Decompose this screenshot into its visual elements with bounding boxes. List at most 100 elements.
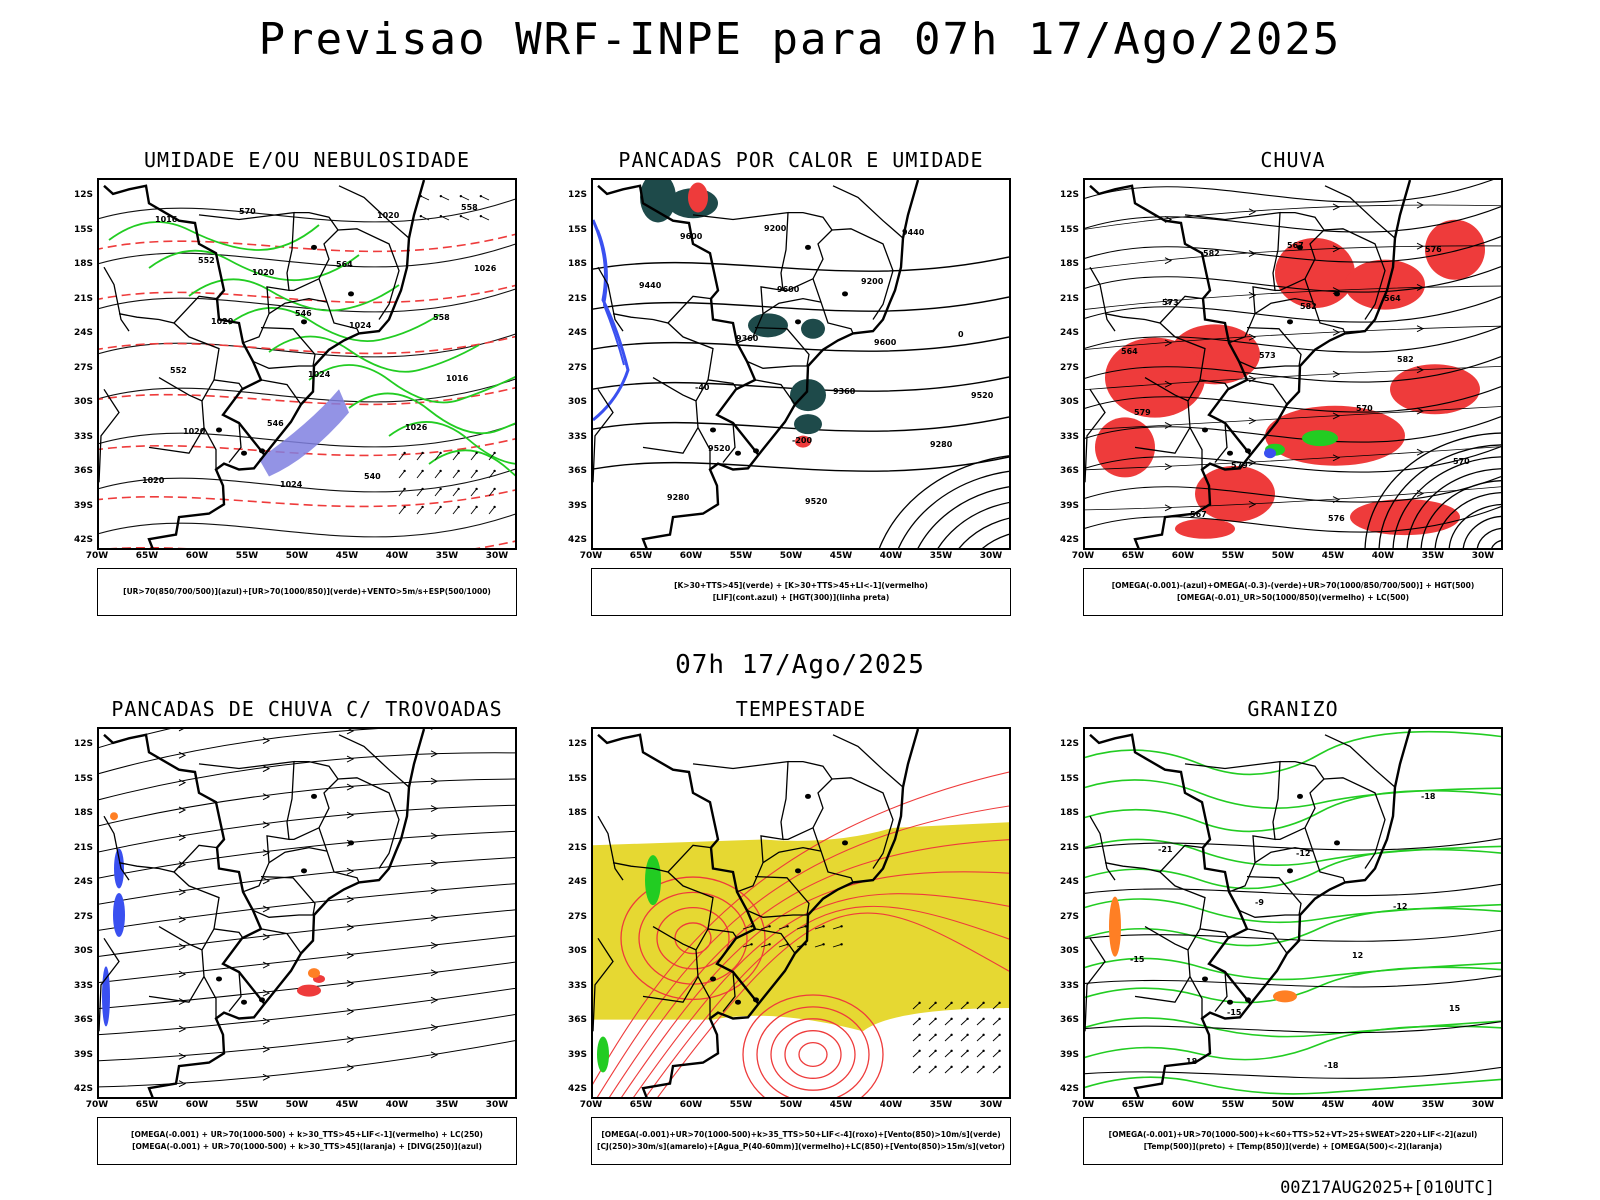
lon-tick-label: 65W	[135, 1100, 159, 1110]
legend-line: [OMEGA(-0.001) + UR>70(1000-500) + k>30_…	[131, 1130, 483, 1139]
lat-tick-label: 12S	[1059, 739, 1079, 749]
lon-tick-label: 30W	[485, 1100, 509, 1110]
lon-tick-label: 30W	[979, 1100, 1003, 1110]
lon-tick-label: 50W	[779, 551, 803, 561]
contour-label: 576	[1328, 514, 1345, 523]
lon-tick-label: 35W	[1421, 1100, 1445, 1110]
lon-tick-label: 50W	[1271, 1100, 1295, 1110]
lon-tick-label: 70W	[85, 551, 109, 561]
lon-tick-label: 55W	[235, 1100, 259, 1110]
lat-tick-label: 12S	[73, 190, 93, 200]
contour-label: 9200	[861, 277, 884, 286]
map-panel-p3: 582 582 582 579 579 576 576 573 573 570 570 567 567 5…	[1083, 178, 1503, 550]
contour-label: 1026	[474, 264, 497, 273]
lat-tick-label: 27S	[567, 911, 587, 922]
lon-tick-label: 55W	[729, 551, 753, 561]
lat-tick-label: 33S	[73, 980, 93, 991]
lat-tick-label: 24S	[567, 877, 587, 887]
lat-tick-label: 21S	[73, 293, 93, 304]
contour-label: 9360	[833, 387, 856, 396]
lon-tick-label: 45W	[335, 1100, 359, 1110]
legend-box-p3: [OMEGA(-0.001)-(azul)+OMEGA(-0.3)-(verde…	[1083, 568, 1503, 616]
contour-label: 9600	[874, 338, 897, 347]
lat-tick-label: 24S	[73, 877, 93, 887]
lat-tick-label: 18S	[567, 808, 587, 818]
contour-label: 1024	[349, 321, 372, 330]
contour-label: 1020	[377, 211, 400, 220]
contour-label: -9	[1255, 898, 1264, 907]
contour-label: 0	[958, 330, 964, 339]
lat-tick-label: 42S	[567, 1084, 587, 1094]
lat-tick-label: 42S	[73, 535, 93, 545]
legend-line: [UR>70(850/700/500)](azul)+[UR>70(1000/8…	[123, 587, 491, 596]
contour-label: 552	[170, 366, 187, 375]
lon-tick-label: 55W	[235, 551, 259, 561]
contour-label: 1026	[405, 423, 428, 432]
contour-label: 1016	[155, 215, 178, 224]
contour-label: 15	[1449, 1004, 1461, 1013]
lat-tick-label: 15S	[73, 224, 93, 235]
legend-line: [OMEGA(-0.001)+UR>70(1000-500)+k>35_TTS>…	[601, 1130, 1001, 1139]
legend-line: [Temp(500)](preto) + [Temp(850)](verde) …	[1143, 1142, 1443, 1151]
map-panel-p2: 9600 9600 9600 9520 9520 9520 9440 9440 9360 9360…	[591, 178, 1011, 550]
contour-label: 570	[1453, 457, 1470, 466]
legend-box-p6: [OMEGA(-0.001)+UR>70(1000-500)+k<60+TTS>…	[1083, 1117, 1503, 1165]
lon-tick-label: 60W	[185, 551, 209, 561]
lat-tick-label: 33S	[567, 980, 587, 991]
lat-tick-label: 42S	[567, 535, 587, 545]
lat-tick-label: 12S	[1059, 190, 1079, 200]
lat-tick-label: 33S	[1059, 431, 1079, 442]
contour-label: 12	[1352, 951, 1363, 960]
lat-tick-label: 21S	[1059, 842, 1079, 853]
legend-line: [OMEGA(-0.001)+UR>70(1000-500)+k<60+TTS>…	[1108, 1130, 1478, 1139]
contour-label: 9200	[764, 224, 787, 233]
contour-label: 579	[1134, 408, 1151, 417]
lat-tick-label: 30S	[73, 397, 93, 407]
lon-tick-label: 45W	[829, 551, 853, 561]
lat-tick-label: 42S	[1059, 535, 1079, 545]
lat-tick-label: 36S	[73, 1015, 93, 1025]
lon-tick-label: 55W	[729, 1100, 753, 1110]
lat-tick-label: 24S	[73, 328, 93, 338]
lon-tick-label: 65W	[1121, 1100, 1145, 1110]
contour-label: 564	[1384, 294, 1401, 303]
lat-tick-label: 39S	[567, 1049, 587, 1060]
map-canvas	[99, 729, 515, 1097]
map-canvas: 9600 9600 9600 9520 9520 9520 9440 9440 9360 9360…	[593, 180, 1009, 548]
contour-label: -15	[1227, 1008, 1242, 1017]
lon-tick-label: 45W	[1321, 551, 1345, 561]
contour-label: -40	[695, 383, 710, 392]
lat-tick-label: 24S	[1059, 328, 1079, 338]
lon-tick-label: 35W	[1421, 551, 1445, 561]
lat-tick-label: 18S	[1059, 259, 1079, 269]
panel-title-p4: PANCADAS DE CHUVA C/ TROVOADAS	[111, 697, 503, 721]
legend-box-p5: [OMEGA(-0.001)+UR>70(1000-500)+k>35_TTS>…	[591, 1117, 1011, 1165]
lat-tick-label: 39S	[1059, 1049, 1079, 1060]
lon-tick-label: 70W	[579, 1100, 603, 1110]
lat-tick-label: 18S	[567, 259, 587, 269]
legend-line: [OMEGA(-0.01)_UR>50(1000/850)(vermelho) …	[1176, 593, 1410, 602]
lon-tick-label: 35W	[929, 1100, 953, 1110]
legend-box-p1: [UR>70(850/700/500)](azul)+[UR>70(1000/8…	[97, 568, 517, 616]
map-panel-p6: -12 -12 -15 -15 -18 -18 -21 -9 12 15 18	[1083, 727, 1503, 1099]
map-canvas: 582 582 582 579 579 576 576 573 573 570 570 567 567 5…	[1085, 180, 1501, 548]
map-panel-p1: 1016 1020 1024 1016 1020 1024 1020 1026 1020 1024…	[97, 178, 517, 550]
panel-title-p2: PANCADAS POR CALOR E UMIDADE	[618, 148, 984, 172]
lat-tick-label: 30S	[567, 946, 587, 956]
contour-label: 9280	[930, 440, 953, 449]
panel-title-p3: CHUVA	[1260, 148, 1326, 172]
legend-line: [K>30+TTS>45](verde) + [K>30+TTS>45+LI<-…	[674, 581, 928, 590]
contour-label: 567	[1190, 510, 1207, 519]
contour-label: 570	[239, 207, 256, 216]
lon-tick-label: 50W	[1271, 551, 1295, 561]
contour-label: 582	[1397, 355, 1414, 364]
lon-tick-label: 35W	[929, 551, 953, 561]
contour-label: 9600	[777, 285, 800, 294]
lat-tick-label: 15S	[73, 773, 93, 784]
legend-line: [OMEGA(-0.001)-(azul)+OMEGA(-0.3)-(verde…	[1111, 581, 1475, 590]
lon-tick-label: 55W	[1221, 1100, 1245, 1110]
map-canvas	[593, 729, 1009, 1097]
contour-label: -200	[792, 436, 812, 445]
contour-label: 570	[1356, 404, 1373, 413]
contour-label: 9440	[902, 228, 925, 237]
